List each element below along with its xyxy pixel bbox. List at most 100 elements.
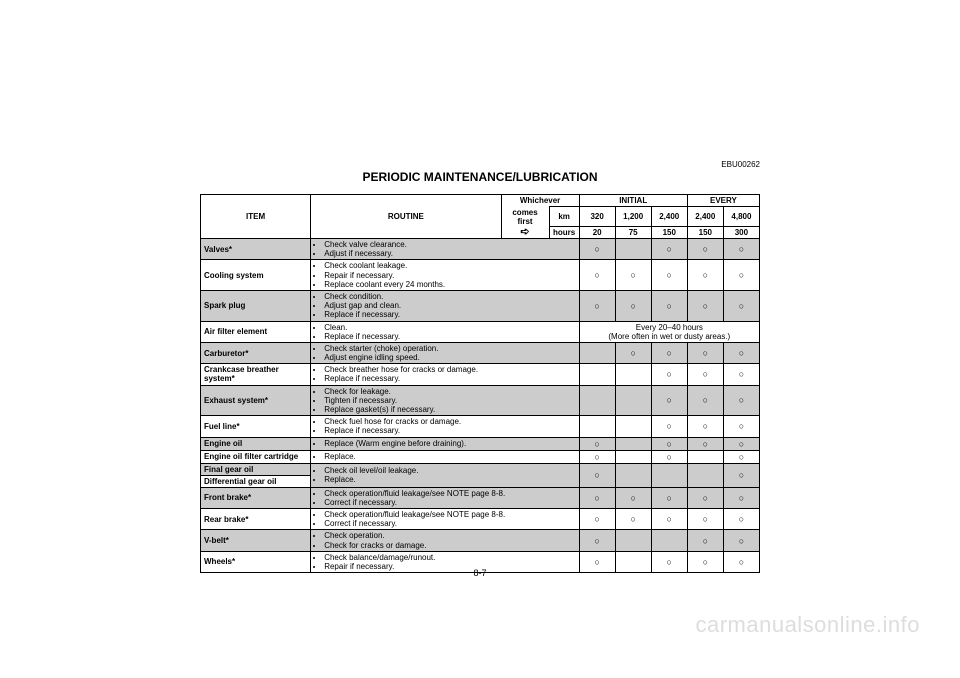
item-eoil: Engine oil [201, 437, 311, 450]
mark: ○ [687, 416, 723, 437]
item-valves: Valves* [201, 239, 311, 260]
air-note-bot: (More often in wet or dusty areas.) [608, 332, 730, 341]
item-exhaust: Exhaust system* [201, 385, 311, 416]
row-fuel: Fuel line* Check fuel hose for cracks or… [201, 416, 760, 437]
mark: ○ [579, 239, 615, 260]
doc-code: EBU00262 [721, 160, 760, 169]
mark: ○ [723, 364, 759, 385]
hdr-hr-1: 75 [615, 227, 651, 239]
routine-carb: Check starter (choke) operation.Adjust e… [311, 342, 579, 363]
hdr-km-4: 4,800 [723, 207, 759, 227]
mark: ○ [579, 450, 615, 463]
mark: ○ [615, 342, 651, 363]
air-note-top: Every 20–40 hours [636, 323, 703, 332]
item-dgear: Differential gear oil [201, 475, 311, 487]
mark: ○ [723, 437, 759, 450]
mark: ○ [723, 260, 759, 291]
routine-rbrake: Check operation/fluid leakage/see NOTE p… [311, 508, 579, 529]
mark [579, 364, 615, 385]
mark: ○ [651, 364, 687, 385]
air-note: Every 20–40 hours (More often in wet or … [579, 321, 759, 342]
mark: ○ [723, 487, 759, 508]
li: Check fuel hose for cracks or damage. [324, 417, 575, 426]
page-number: 8-7 [0, 568, 960, 578]
mark: ○ [687, 342, 723, 363]
li: Replace coolant every 24 months. [324, 280, 575, 289]
mark: ○ [723, 463, 759, 487]
mark: ○ [651, 416, 687, 437]
li: Adjust gap and clean. [324, 301, 575, 310]
li: Adjust if necessary. [324, 249, 575, 258]
mark: ○ [723, 342, 759, 363]
mark: ○ [651, 260, 687, 291]
hdr-whichever: Whichever [501, 195, 579, 207]
row-fbrake: Front brake* Check operation/fluid leaka… [201, 487, 760, 508]
li: Clean. [324, 323, 575, 332]
item-cooling: Cooling system [201, 260, 311, 291]
item-fuel: Fuel line* [201, 416, 311, 437]
mark: ○ [579, 530, 615, 551]
routine-air: Clean.Replace if necessary. [311, 321, 579, 342]
mark [615, 530, 651, 551]
item-fbrake: Front brake* [201, 487, 311, 508]
mark: ○ [723, 450, 759, 463]
li: Replace if necessary. [324, 374, 575, 383]
routine-fbrake: Check operation/fluid leakage/see NOTE p… [311, 487, 579, 508]
hdr-comes-first: comes first [501, 207, 549, 227]
li: Adjust engine idling speed. [324, 353, 575, 362]
mark: ○ [579, 290, 615, 321]
mark: ○ [651, 508, 687, 529]
li: Check condition. [324, 292, 575, 301]
mark: ○ [651, 290, 687, 321]
mark: ○ [723, 385, 759, 416]
li: Replace (Warm engine before draining). [324, 439, 575, 448]
watermark: carmanualsonline.info [695, 612, 920, 638]
mark: ○ [579, 487, 615, 508]
li: Replace. [324, 452, 575, 461]
routine-vbelt: Check operation.Check for cracks or dama… [311, 530, 579, 551]
mark: ○ [651, 487, 687, 508]
li: Replace gasket(s) if necessary. [324, 405, 575, 414]
mark: ○ [615, 260, 651, 291]
mark: ○ [579, 508, 615, 529]
mark: ○ [687, 508, 723, 529]
mark [615, 364, 651, 385]
mark: ○ [687, 364, 723, 385]
li: Replace if necessary. [324, 310, 575, 319]
hdr-km-2: 2,400 [651, 207, 687, 227]
row-spark: Spark plug Check condition.Adjust gap an… [201, 290, 760, 321]
li: Check valve clearance. [324, 240, 575, 249]
mark [687, 450, 723, 463]
item-vbelt: V-belt* [201, 530, 311, 551]
mark: ○ [687, 385, 723, 416]
item-air: Air filter element [201, 321, 311, 342]
item-carb: Carburetor* [201, 342, 311, 363]
mark [615, 463, 651, 487]
mark: ○ [615, 508, 651, 529]
mark: ○ [687, 487, 723, 508]
mark: ○ [651, 450, 687, 463]
row-valves: Valves* Check valve clearance.Adjust if … [201, 239, 760, 260]
row-rbrake: Rear brake* Check operation/fluid leakag… [201, 508, 760, 529]
mark: ○ [651, 342, 687, 363]
li: Check oil level/oil leakage. [324, 466, 575, 475]
hdr-hr-0: 20 [579, 227, 615, 239]
li: Replace if necessary. [324, 426, 575, 435]
hdr-initial: INITIAL [579, 195, 687, 207]
routine-exhaust: Check for leakage.Tighten if necessary.R… [311, 385, 579, 416]
page-title: PERIODIC MAINTENANCE/LUBRICATION [0, 170, 960, 184]
li: Correct if necessary. [324, 519, 575, 528]
mark: ○ [651, 239, 687, 260]
header-row-1: ITEM ROUTINE Whichever INITIAL EVERY [201, 195, 760, 207]
mark: ○ [651, 437, 687, 450]
mark: ○ [687, 260, 723, 291]
row-fgear: Final gear oil Check oil level/oil leaka… [201, 463, 760, 475]
mark: ○ [579, 463, 615, 487]
mark: ○ [579, 437, 615, 450]
routine-eoilf: Replace. [311, 450, 579, 463]
hdr-item: ITEM [201, 195, 311, 239]
item-crank: Crankcase breather system* [201, 364, 311, 385]
routine-eoil: Replace (Warm engine before draining). [311, 437, 579, 450]
hdr-routine: ROUTINE [311, 195, 501, 239]
mark: ○ [615, 290, 651, 321]
